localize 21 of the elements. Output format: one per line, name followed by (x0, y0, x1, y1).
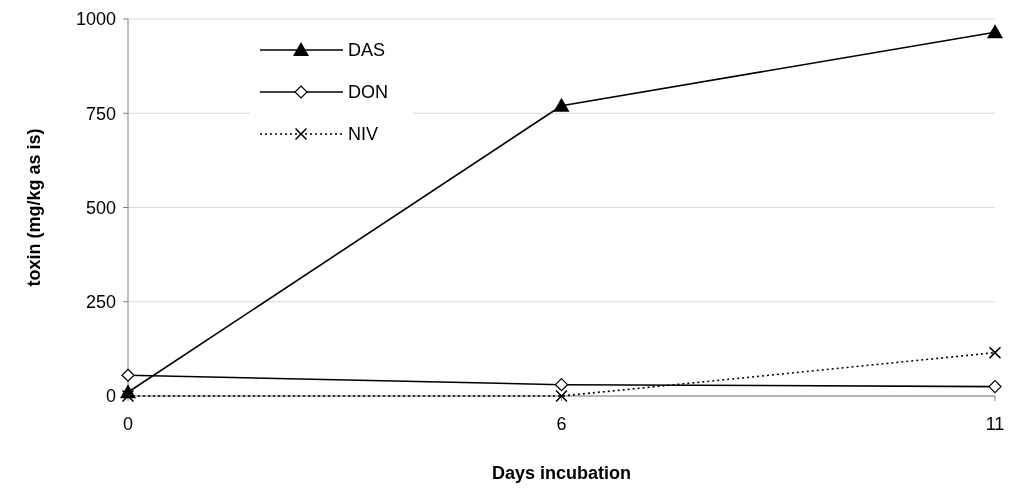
point (553, 97, 570, 112)
y-tick-label: 0 (105, 386, 116, 407)
legend-label: DAS (348, 40, 386, 61)
y-tick-label: 500 (85, 197, 116, 218)
y-tick-label: 750 (85, 103, 116, 124)
x-tick-label: 6 (556, 414, 567, 434)
point (987, 24, 1003, 39)
legend-label: NIV (348, 124, 379, 145)
legend-label: DON (348, 82, 388, 103)
y-axis-title: toxin (mg/kg as is) (24, 128, 44, 287)
point (121, 368, 135, 382)
y-tick-label: 250 (85, 292, 116, 313)
y-tick-label: 1000 (75, 9, 116, 30)
point (554, 378, 569, 392)
point (555, 390, 568, 402)
point (989, 346, 1001, 359)
x-tick-label: 11 (985, 414, 1005, 434)
x-tick-label: 0 (122, 414, 134, 434)
point (988, 379, 1002, 394)
point (122, 390, 134, 402)
x-axis-title: Days incubation (491, 463, 632, 483)
